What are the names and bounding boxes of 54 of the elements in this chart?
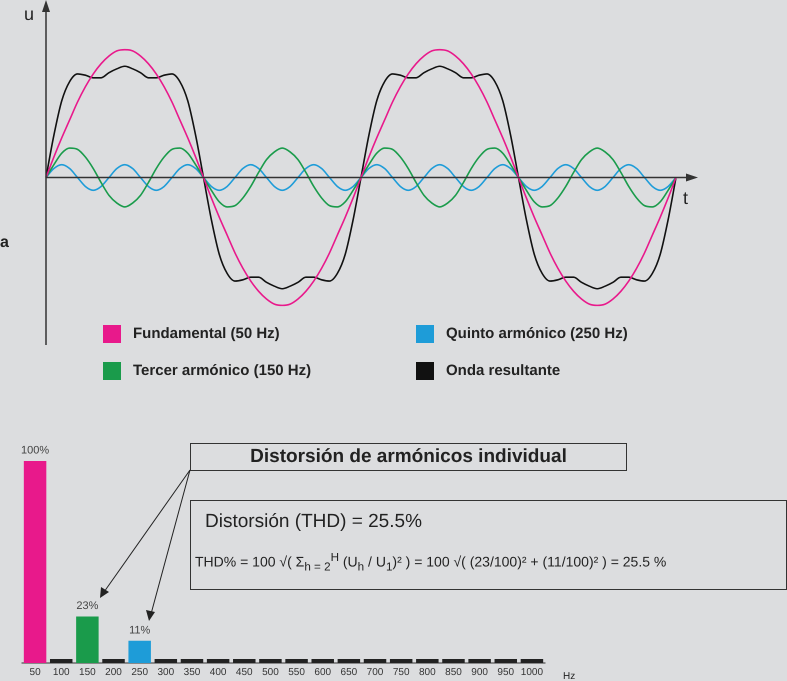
bar [102,658,125,663]
x-tick-label: 550 [288,666,306,678]
x-tick-label: 900 [471,666,488,678]
x-tick-label: 850 [445,666,462,678]
y-axis-title: u [24,4,34,25]
bar [364,658,386,663]
x-tick-label: 50 [30,666,42,678]
x-tick-label: 100 [52,666,70,678]
bar [180,658,204,663]
x-tick-label: 600 [314,666,332,678]
annotation: THD% = 100 √( Σ$_{h = 2}$$^{H}$ (U$_{h}$ / U$_{1}$)² ) = 100 √( (23/100)² + (11/100)² ) = 25.5 % [195,551,666,574]
bar [259,658,282,663]
bar [494,658,518,663]
bar [154,658,178,663]
bar [390,658,412,663]
x-tick-label: 1000 [520,666,544,678]
bar [206,658,230,663]
bar [416,658,439,663]
x-tick-label: 250 [131,666,148,678]
data-label: 11% [129,624,150,636]
x-tick-label: 450 [236,666,254,678]
legend-label: Tercer armónico (150 Hz) [133,362,312,379]
x-tick-label: 350 [184,666,201,678]
text: a [0,234,9,252]
bar [285,658,308,663]
chart-title: Distorsión de armónicos individual [190,443,627,471]
x-tick-label: 950 [497,666,515,678]
x-axis-title: t [683,188,688,209]
legend-label: Quinto armónico (250 Hz) [446,325,628,342]
data-label: 23% [76,600,99,612]
bar [338,658,360,663]
bar [442,658,465,663]
bar [233,658,256,663]
x-tick-label: 750 [392,666,410,678]
legend-label: Onda resultante [446,362,560,379]
data-label: 100% [21,444,50,457]
x-tick-label: 150 [79,666,96,678]
bar [50,658,72,663]
bar [468,658,491,663]
x-tick-label: 800 [418,666,436,678]
bar [311,658,334,663]
bar [24,461,46,663]
annotation: Distorsión (THD) = 25.5% [205,511,422,533]
x-tick-label: 400 [210,666,227,678]
x-tick-label: 500 [262,666,280,678]
x-tick-label: 200 [105,666,122,678]
x-tick-label: 300 [157,666,175,678]
x-axis-title: Hz [563,671,576,681]
legend-label: Fundamental (50 Hz) [133,325,280,342]
x-tick-label: 650 [340,666,358,678]
bar [520,658,544,663]
bar [76,616,99,663]
x-tick-label: 700 [366,666,384,678]
bar [128,640,151,663]
